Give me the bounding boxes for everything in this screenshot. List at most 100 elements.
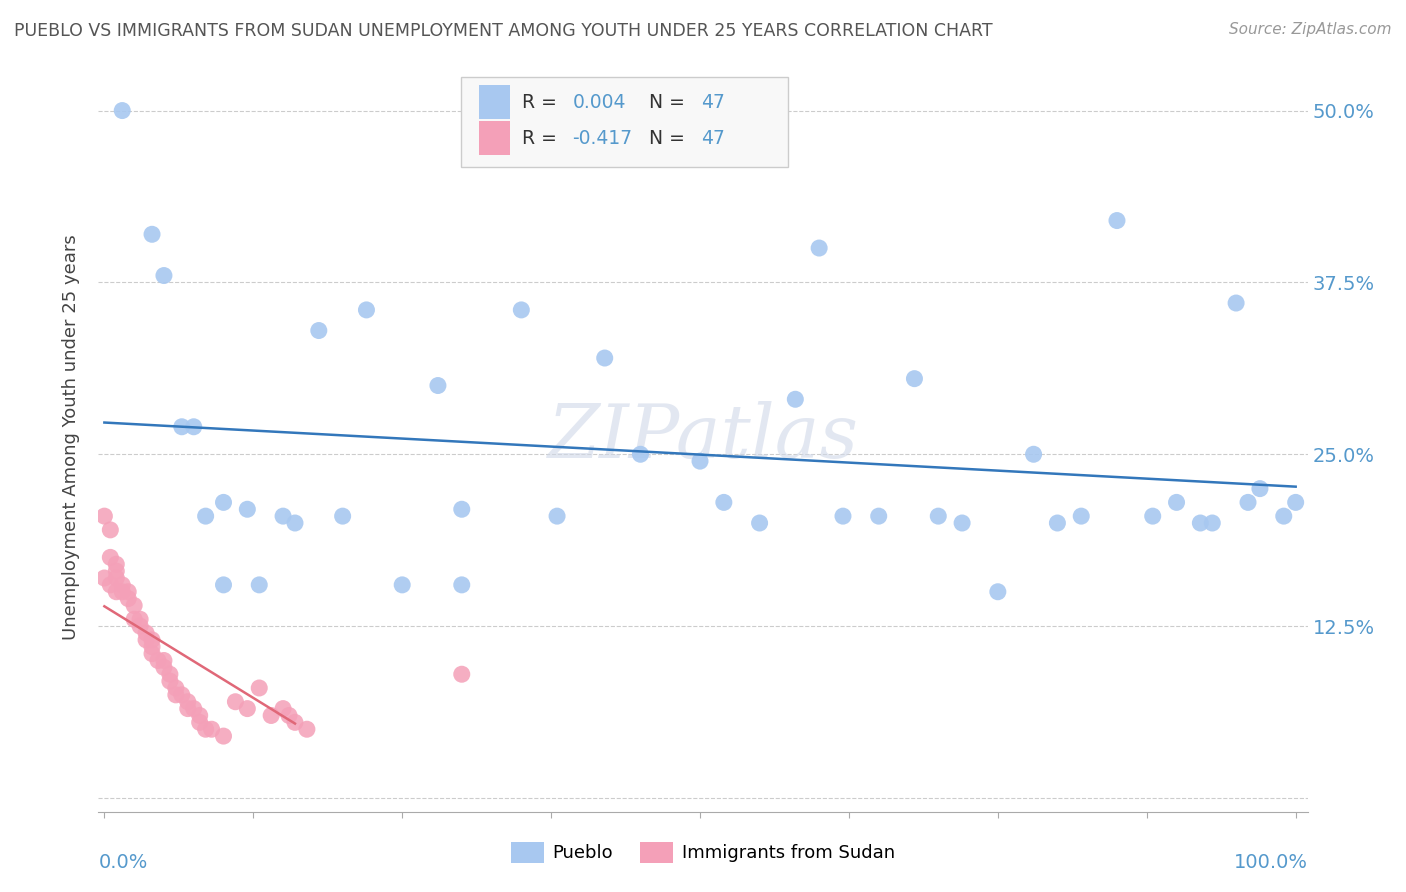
Point [183,701,205,715]
Point [98,550,121,565]
Point [236,701,259,715]
Point [1142,509,1164,524]
Point [247,681,270,695]
Point [141,632,163,647]
Point [713,495,735,509]
Point [450,578,472,592]
Bar [479,85,509,119]
Point [98,523,121,537]
Point [1225,296,1247,310]
Text: -0.417: -0.417 [572,128,633,147]
Text: 47: 47 [700,93,724,112]
Point [93,509,115,524]
Y-axis label: Unemployment Among Youth under 25 years: Unemployment Among Youth under 25 years [62,235,80,640]
Point [194,723,217,737]
Point [295,723,318,737]
Point [212,495,235,509]
Text: 100.0%: 100.0% [1233,853,1308,872]
Point [122,599,145,613]
Point [159,667,181,681]
Point [141,647,163,661]
Point [111,578,134,592]
Point [260,708,283,723]
Point [146,653,169,667]
Text: N =: N = [648,93,690,112]
Point [1285,495,1308,509]
Point [284,715,307,730]
Point [200,723,222,737]
Point [426,378,449,392]
Point [135,626,157,640]
Point [141,640,163,654]
Point [1070,509,1092,524]
Point [188,715,211,730]
Text: Source: ZipAtlas.com: Source: ZipAtlas.com [1229,22,1392,37]
Point [93,571,115,585]
Point [194,509,217,524]
Point [105,584,128,599]
Point [129,619,152,633]
Point [1249,482,1271,496]
Point [450,502,472,516]
Point [170,688,193,702]
Point [284,516,307,530]
Point [271,701,294,715]
Point [129,612,152,626]
Point [153,653,176,667]
Point [832,509,855,524]
FancyBboxPatch shape [461,78,787,168]
Point [141,227,163,242]
Point [1189,516,1212,530]
Text: 47: 47 [700,128,724,147]
Point [271,509,294,524]
Point [1201,516,1223,530]
Point [450,667,472,681]
Point [183,419,205,434]
Point [1166,495,1188,509]
Point [165,688,187,702]
Point [105,571,128,585]
Text: ZIPatlas: ZIPatlas [547,401,859,474]
Point [278,708,301,723]
Point [224,695,246,709]
Point [98,578,121,592]
Point [188,708,211,723]
Point [212,578,235,592]
Point [236,502,259,516]
Point [1022,447,1045,461]
Point [546,509,568,524]
Point [177,695,200,709]
Point [247,578,270,592]
Text: 0.004: 0.004 [572,93,626,112]
Point [1237,495,1260,509]
Point [950,516,973,530]
Point [1272,509,1295,524]
Point [135,632,157,647]
Point [165,681,187,695]
Point [927,509,949,524]
Text: N =: N = [648,128,690,147]
Point [159,674,181,689]
Point [308,324,330,338]
Point [356,302,378,317]
Point [808,241,831,255]
Text: R =: R = [522,128,562,147]
Point [170,419,193,434]
Legend: Pueblo, Immigrants from Sudan: Pueblo, Immigrants from Sudan [503,835,903,870]
Point [111,103,134,118]
Point [593,351,616,365]
Point [1105,213,1128,227]
Text: 0.0%: 0.0% [98,853,148,872]
Point [332,509,354,524]
Point [177,701,200,715]
Point [785,392,807,407]
Point [153,268,176,283]
Text: PUEBLO VS IMMIGRANTS FROM SUDAN UNEMPLOYMENT AMONG YOUTH UNDER 25 YEARS CORRELAT: PUEBLO VS IMMIGRANTS FROM SUDAN UNEMPLOY… [14,22,993,40]
Point [117,591,139,606]
Point [153,660,176,674]
Point [117,584,139,599]
Point [868,509,890,524]
Point [689,454,711,468]
Point [987,584,1010,599]
Point [105,564,128,578]
